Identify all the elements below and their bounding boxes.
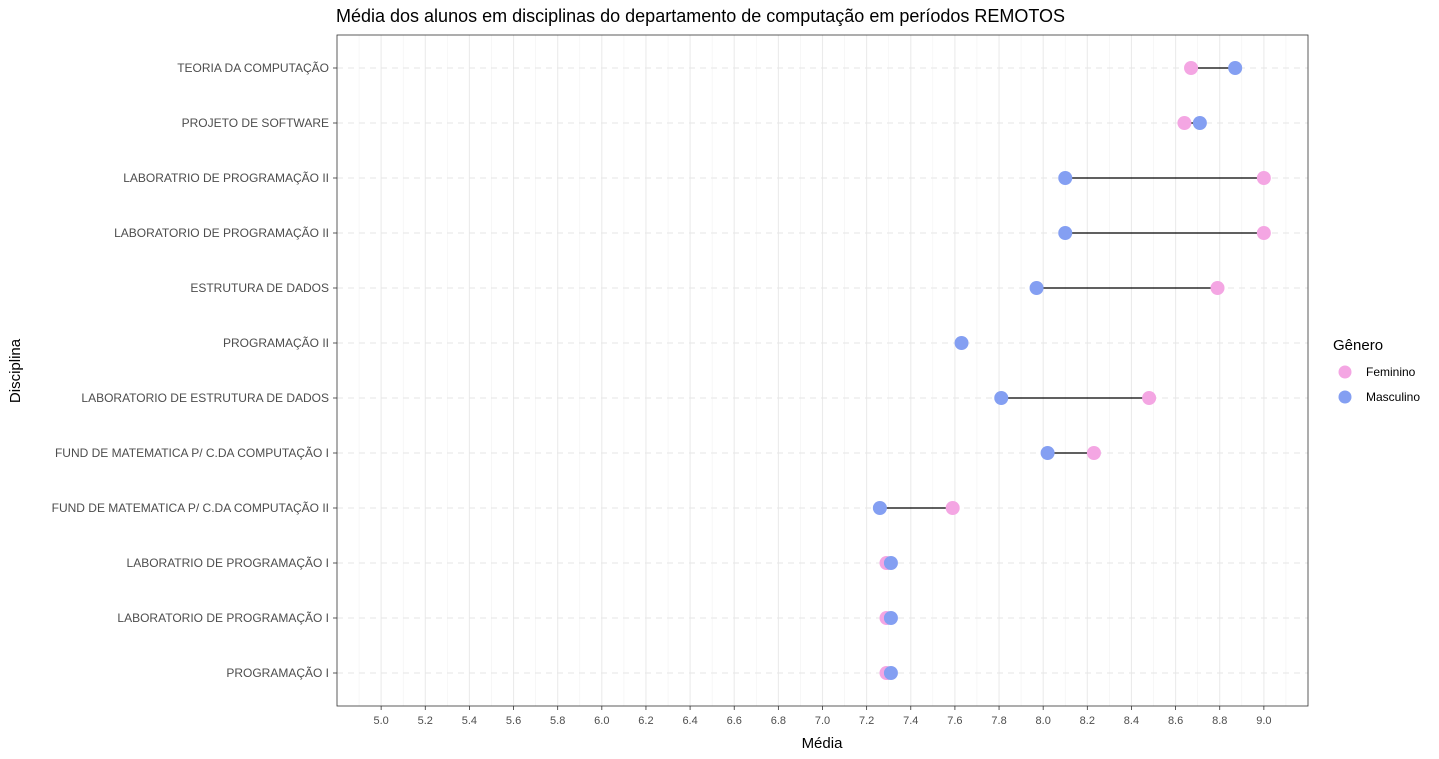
point-masculino-4: [1029, 281, 1044, 295]
ytick-label-8: FUND DE MATEMATICA P/ C.DA COMPUTAÇÃO II: [52, 501, 329, 515]
ytick-label-2: LABORATRIO DE PROGRAMAÇÃO II: [123, 171, 329, 185]
xtick-label-6: 6.2: [638, 715, 653, 727]
legend-label-feminino: Feminino: [1366, 365, 1416, 379]
point-masculino-0: [1228, 61, 1243, 75]
xtick-label-8: 6.6: [727, 715, 742, 727]
point-feminino-1: [1177, 116, 1192, 130]
xtick-label-16: 8.2: [1080, 715, 1095, 727]
point-masculino-10: [883, 611, 898, 625]
xtick-label-19: 8.8: [1212, 715, 1227, 727]
xtick-label-1: 5.2: [418, 715, 433, 727]
point-masculino-5: [954, 336, 969, 350]
point-masculino-2: [1058, 171, 1073, 185]
xtick-label-15: 8.0: [1036, 715, 1051, 727]
chart-title: Média dos alunos em disciplinas do depar…: [336, 6, 1065, 26]
xtick-label-3: 5.6: [506, 715, 521, 727]
legend-key-feminino: [1338, 365, 1352, 379]
point-feminino-8: [945, 501, 960, 515]
point-masculino-7: [1040, 446, 1055, 460]
ytick-label-5: PROGRAMAÇÃO II: [223, 336, 329, 350]
point-feminino-2: [1256, 171, 1271, 185]
grid-layer: [337, 35, 1308, 706]
x-axis: 5.0 5.2 5.4 5.6 5.8 6.0 6.2 6.4 6.6 6.8 7.0 7.2 7.4 7…: [373, 706, 1272, 727]
xtick-label-10: 7.0: [815, 715, 830, 727]
point-feminino-7: [1086, 446, 1101, 460]
xtick-label-7: 6.4: [682, 715, 697, 727]
xtick-label-9: 6.8: [771, 715, 786, 727]
xtick-label-18: 8.6: [1168, 715, 1183, 727]
point-masculino-11: [883, 666, 898, 680]
y-axis-title: Disciplina: [7, 338, 24, 403]
point-masculino-8: [872, 501, 887, 515]
xtick-label-14: 7.8: [991, 715, 1006, 727]
xtick-label-12: 7.4: [903, 715, 918, 727]
ytick-label-6: LABORATORIO DE ESTRUTURA DE DADOS: [81, 391, 329, 405]
xtick-label-2: 5.4: [462, 715, 477, 727]
point-feminino-6: [1142, 391, 1157, 405]
xtick-label-20: 9.0: [1256, 715, 1271, 727]
ytick-label-9: LABORATRIO DE PROGRAMAÇÃO I: [127, 556, 329, 570]
legend-key-masculino: [1338, 390, 1352, 404]
legend-label-masculino: Masculino: [1366, 390, 1420, 404]
point-masculino-3: [1058, 226, 1073, 240]
xtick-label-5: 6.0: [594, 715, 609, 727]
xtick-label-17: 8.4: [1124, 715, 1139, 727]
xtick-label-0: 5.0: [373, 715, 388, 727]
ytick-label-10: LABORATORIO DE PROGRAMAÇÃO I: [117, 611, 329, 625]
point-feminino-4: [1210, 281, 1225, 295]
ytick-label-7: FUND DE MATEMATICA P/ C.DA COMPUTAÇÃO I: [55, 446, 329, 460]
point-masculino-6: [994, 391, 1009, 405]
xtick-label-11: 7.2: [859, 715, 874, 727]
point-feminino-0: [1184, 61, 1199, 75]
ytick-label-1: PROJETO DE SOFTWARE: [182, 116, 329, 130]
legend-title: Gênero: [1333, 337, 1383, 354]
xtick-label-4: 5.8: [550, 715, 565, 727]
point-masculino-9: [883, 556, 898, 570]
dumbbell-points: [872, 61, 1271, 680]
point-masculino-1: [1192, 116, 1207, 130]
ytick-label-3: LABORATORIO DE PROGRAMAÇÃO II: [114, 226, 329, 240]
ytick-label-4: ESTRUTURA DE DADOS: [190, 281, 329, 295]
dumbbell-segments: [879, 67, 1264, 674]
legend: Gênero Feminino Masculino: [1333, 337, 1420, 404]
x-axis-title: Média: [802, 735, 844, 752]
ytick-label-0: TEORIA DA COMPUTAÇÃO: [177, 61, 329, 75]
point-feminino-3: [1256, 226, 1271, 240]
ytick-label-11: PROGRAMAÇÃO I: [226, 666, 329, 680]
y-axis: TEORIA DA COMPUTAÇÃO PROJETO DE SOFTWARE L…: [52, 61, 337, 680]
xtick-label-13: 7.6: [947, 715, 962, 727]
